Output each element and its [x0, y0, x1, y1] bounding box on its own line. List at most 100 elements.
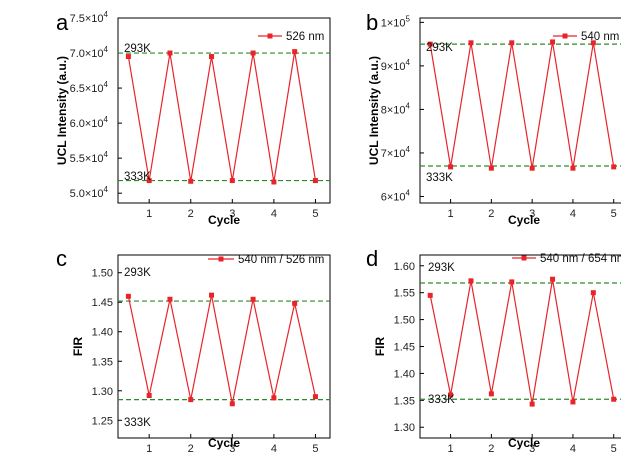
panel-b-y-axis-label: UCL Intensity (a.u.): [367, 56, 381, 165]
panel-a-y-tick-label: 7.5×104: [70, 10, 109, 25]
panel-d-y-tick-label: 1.60: [394, 261, 415, 273]
panel-b-data-point: [611, 164, 617, 170]
panel-b-y-tick-label: 8×104: [381, 101, 411, 116]
panel-a-data-point: [312, 178, 318, 184]
panel-b-y-tick-label: 7×104: [381, 145, 411, 160]
panel-a-x-tick-label: 2: [188, 208, 194, 220]
panel-d-y-tick-label: 1.45: [394, 342, 415, 354]
panel-d-data-point: [448, 392, 454, 398]
panel-b-data-point: [509, 40, 515, 46]
panel-b-y-tick-label: 6×104: [381, 188, 411, 203]
panel-b-y-tick-label: 1×105: [381, 14, 411, 29]
panel-c-legend-label: 540 nm / 526 nm: [238, 254, 324, 266]
panel-d-data-point: [427, 292, 433, 298]
panel-d-x-tick-label: 3: [529, 443, 535, 453]
panel-b-x-tick-label: 4: [570, 208, 576, 220]
panel-d-data-point: [550, 276, 556, 282]
panel-c-x-axis-label: Cycle: [208, 436, 240, 450]
panel-a-y-tick-label: 5.5×104: [70, 150, 109, 165]
panel-a-letter: a: [56, 10, 69, 35]
panel-c-x-tick-label: 5: [312, 443, 318, 453]
panel-c-series-line: [127, 295, 317, 404]
panel-b-data-point: [488, 165, 494, 171]
panel-b-plot-frame: [419, 17, 621, 204]
panel-c-legend-marker: [218, 256, 224, 262]
panel-d-y-axis-label: FIR: [373, 337, 387, 357]
panel-a-annotation-333k: 333K: [124, 171, 151, 183]
panel-a-legend-marker: [267, 33, 273, 39]
panel-c-data-point: [271, 395, 277, 401]
panel-a-data-point: [292, 49, 298, 55]
panel-b-data-point: [468, 40, 474, 46]
panel-c-y-tick-label: 1.30: [92, 386, 113, 398]
panel-d-data-point: [488, 391, 494, 397]
panel-d-data-point: [529, 401, 535, 407]
panel-d-annotation-293k: 293K: [428, 262, 455, 274]
panel-d-y-tick-label: 1.40: [394, 368, 415, 380]
panel-d-legend-label: 540 nm / 654 nm: [540, 253, 621, 265]
panel-d-annotation-333k: 333K: [428, 394, 455, 406]
panel-a-data-point: [125, 54, 131, 60]
panel-b-x-tick-label: 1: [448, 208, 454, 220]
panel-a-x-axis-label: Cycle: [208, 213, 240, 227]
panel-a-data-point: [271, 179, 277, 185]
panel-a-x-tick-label: 5: [312, 208, 318, 220]
panel-d-x-tick-label: 4: [570, 443, 576, 453]
panel-c-x-tick-label: 2: [188, 443, 194, 453]
panel-b-data-point: [448, 164, 454, 170]
panel-c-annotation-293k: 293K: [124, 267, 151, 279]
panel-d-x-tick-label: 2: [488, 443, 494, 453]
panel-a-x-tick-label: 3: [229, 208, 235, 220]
panel-c-data-point: [312, 394, 318, 400]
panel-c-y-tick-label: 1.35: [92, 356, 113, 368]
panel-c-y-tick-label: 1.40: [92, 327, 113, 339]
panel-b-legend-marker: [562, 33, 568, 39]
panel-a-y-tick-label: 6.5×104: [70, 80, 109, 95]
panel-b-x-tick-label: 5: [611, 208, 617, 220]
panel-c-data-point: [250, 296, 256, 302]
panel-a-x-tick-label: 4: [271, 208, 277, 220]
panel-d-series-line: [429, 279, 615, 405]
panel-d-data-point: [509, 279, 515, 285]
panel-b-x-tick-label: 3: [529, 208, 535, 220]
panel-a-plot-frame: [117, 17, 331, 204]
panel-d-letter: d: [366, 246, 378, 271]
panel-b-annotation-333k: 333K: [426, 172, 453, 184]
panel-a-data-point: [188, 178, 194, 184]
panel-a-annotation-293k: 293K: [124, 43, 151, 55]
panel-a-x-tick-label: 1: [146, 208, 152, 220]
panel-d-data-point: [590, 290, 596, 296]
panel-b-annotation-293k: 293K: [426, 42, 453, 54]
panel-d-y-tick-label: 1.55: [394, 288, 415, 300]
panel-c-letter: c: [56, 246, 67, 271]
panel-b-data-point: [570, 165, 576, 171]
panel-d-data-point: [468, 278, 474, 284]
panel-b-data-point: [529, 165, 535, 171]
panel-c-plot-frame: [117, 254, 331, 439]
panel-b-data-point: [590, 40, 596, 46]
panel-a-y-axis-label: UCL Intensity (a.u.): [55, 56, 69, 165]
panel-d-y-tick-label: 1.30: [394, 422, 415, 434]
panel-d-x-axis-label: Cycle: [508, 436, 540, 450]
panel-d-y-tick-label: 1.35: [394, 395, 415, 407]
panel-c-x-tick-label: 4: [271, 443, 277, 453]
panel-a-data-point: [167, 50, 173, 56]
panel-d-legend-marker: [521, 255, 527, 261]
panel-d-data-point: [570, 399, 576, 405]
panel-d-y-tick-label: 1.50: [394, 315, 415, 327]
panel-c-data-point: [167, 296, 173, 302]
panel-c-y-tick-label: 1.45: [92, 297, 113, 309]
panel-c-x-tick-label: 3: [229, 443, 235, 453]
panel-b-x-axis-label: Cycle: [508, 213, 540, 227]
panel-a-data-point: [146, 178, 152, 184]
panel-c-y-tick-label: 1.50: [92, 268, 113, 280]
panel-c-data-point: [292, 300, 298, 306]
panel-b-series-line: [429, 41, 615, 169]
panel-a-data-point: [229, 178, 235, 184]
panel-d-x-tick-label: 5: [611, 443, 617, 453]
panel-d-data-point: [611, 396, 617, 402]
panel-d-x-tick-label: 1: [448, 443, 454, 453]
panel-b-letter: b: [366, 10, 378, 35]
panel-a-data-point: [250, 50, 256, 56]
panel-a-y-tick-label: 7.0×104: [70, 45, 109, 60]
